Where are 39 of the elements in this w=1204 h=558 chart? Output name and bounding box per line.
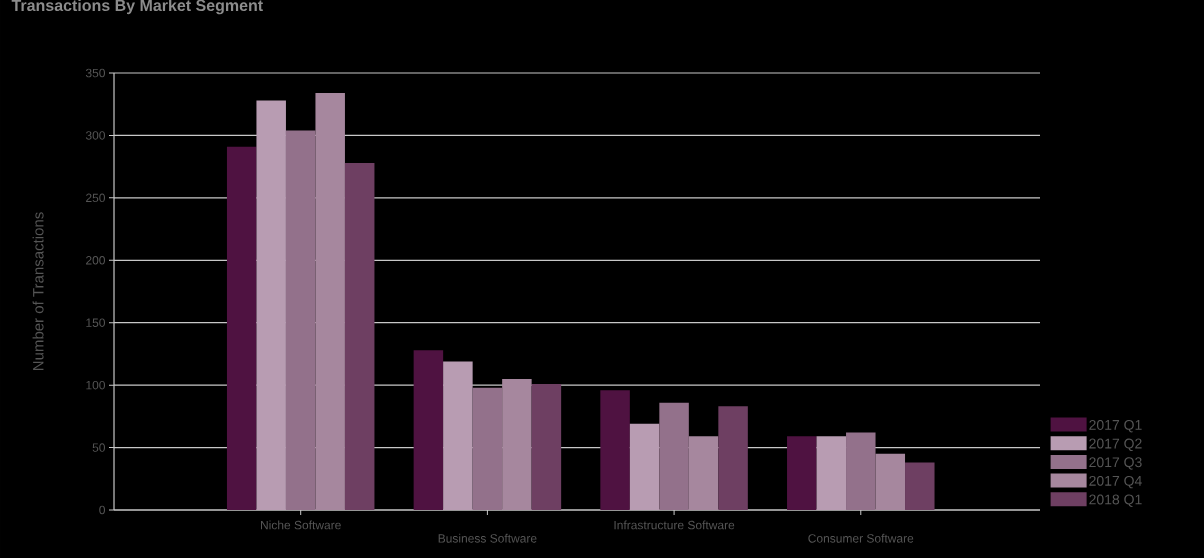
- bar: [787, 436, 817, 510]
- bar: [344, 162, 375, 510]
- bar: [315, 92, 345, 510]
- bar: [443, 361, 473, 510]
- y-tick-label: 150: [86, 318, 105, 327]
- bar: [226, 146, 257, 510]
- bar: [472, 387, 503, 510]
- y-tick-label: 100: [86, 380, 105, 390]
- bar: [905, 462, 935, 510]
- bar: [688, 436, 719, 510]
- chart-title: Transactions By Market Segment: [11, 0, 263, 15]
- bar: [502, 378, 532, 510]
- bar: [531, 383, 562, 510]
- y-axis-title: Number of Transactions: [32, 212, 44, 371]
- bar: [875, 453, 906, 510]
- legend-label: 2018 Q1: [1089, 494, 1142, 507]
- bar: [659, 402, 689, 510]
- legend-label: 2017 Q3: [1089, 457, 1142, 470]
- legend-label: 2017 Q4: [1089, 475, 1142, 489]
- y-tick-label: 50: [92, 443, 106, 452]
- legend-label: 2017 Q2: [1089, 438, 1142, 452]
- bar: [285, 130, 316, 510]
- y-tick-label: 0: [99, 505, 106, 515]
- bar: [629, 423, 660, 510]
- x-tick-label: Business Software: [438, 533, 537, 543]
- bar: [413, 350, 444, 510]
- bar: [718, 406, 748, 510]
- y-tick-label: 350: [85, 68, 105, 78]
- y-tick-label: 300: [85, 131, 105, 140]
- y-tick-label: 200: [86, 256, 105, 265]
- bar: [600, 390, 630, 510]
- bar: [816, 436, 847, 510]
- x-tick-label: Consumer Software: [808, 533, 914, 543]
- bar: [256, 100, 286, 510]
- legend-label: 2017 Q1: [1089, 419, 1142, 433]
- x-tick-label: Infrastructure Software: [614, 520, 735, 530]
- x-tick-label: Niche Software: [261, 520, 341, 530]
- y-tick-label: 250: [86, 193, 105, 203]
- bar: [846, 432, 876, 510]
